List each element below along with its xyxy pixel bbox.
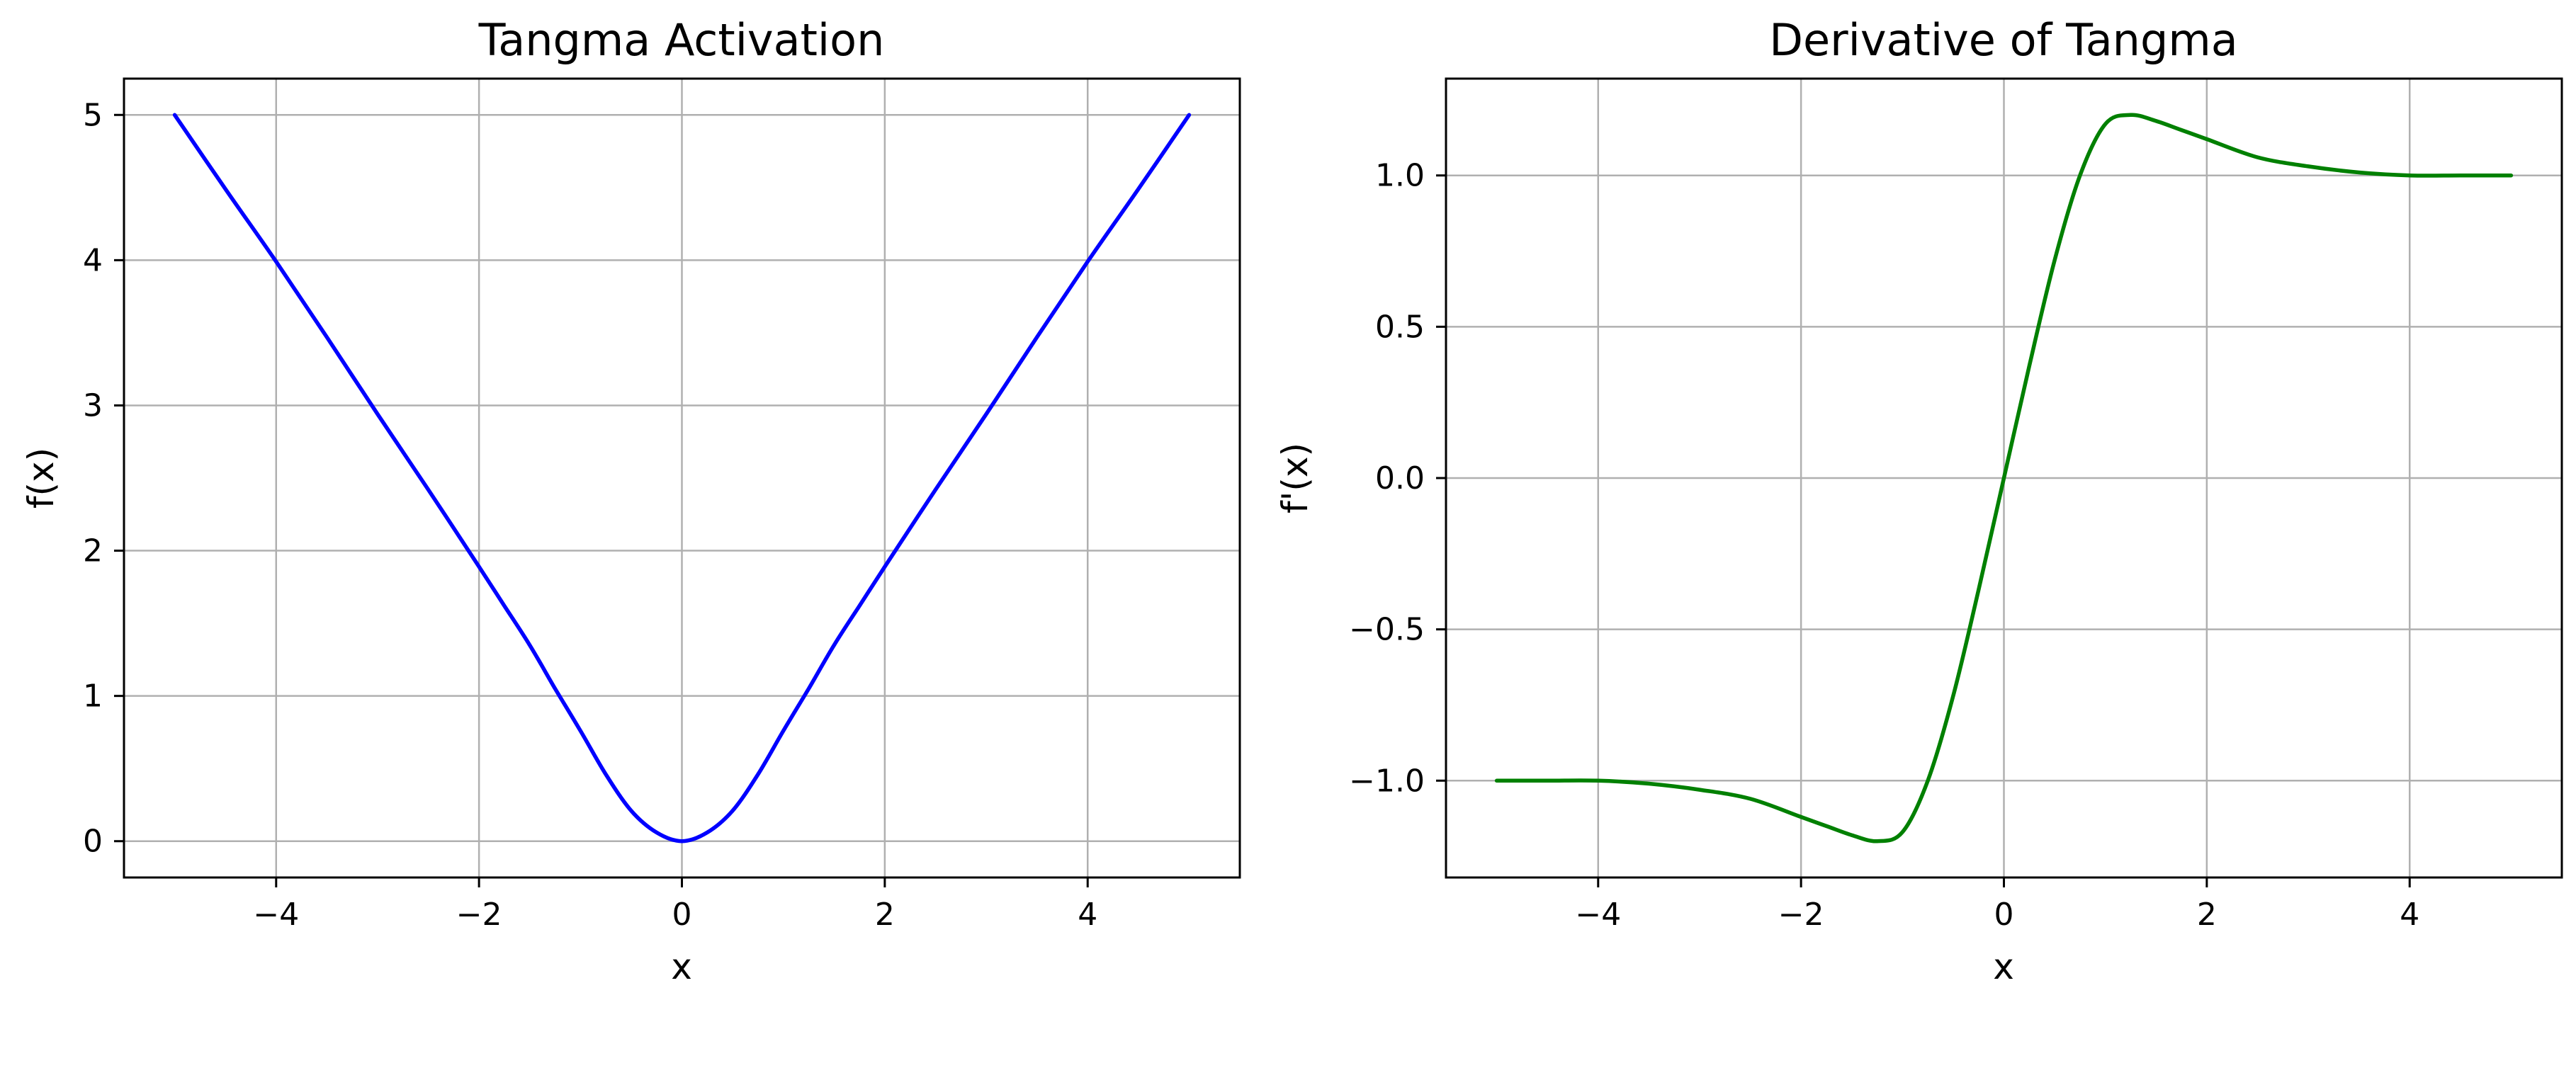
x-tick-label: 4 [1078,897,1097,933]
chart-panel-activation: Tangma Activation −4 −2 0 2 4 0 1 2 3 4 5 x f(x) [21,14,1241,987]
x-tick-label: 0 [672,897,692,933]
x-tick-label: 2 [2197,897,2217,933]
y-tick-label: −1.0 [1349,763,1425,799]
y-tick-label: 0.5 [1375,309,1425,345]
y-tick-label: 0 [83,824,103,860]
y-tick-label: 1.0 [1375,158,1425,194]
chart-panel-derivative: Derivative of Tangma −4 −2 0 2 4 −1.0 −0.5 0.0 0… [1275,14,2563,987]
x-tick-label: 4 [2400,897,2419,933]
x-axis-label: x [671,946,692,987]
x-tick-label: 2 [875,897,895,933]
y-tick-label: 4 [83,242,103,278]
x-tick-label: −2 [456,897,502,933]
x-tick-label: −2 [1778,897,1824,933]
y-axis-label: f'(x) [1275,443,1316,513]
y-tick-label: 3 [83,387,103,424]
x-tick-label: −4 [253,897,299,933]
y-tick-label: 0.0 [1375,460,1425,496]
y-tick-label: 1 [83,678,103,715]
chart-title: Tangma Activation [478,14,885,66]
y-tick-label: −0.5 [1349,612,1425,648]
x-tick-label: −4 [1575,897,1621,933]
x-axis-label: x [1993,946,2014,987]
series-line [172,113,1192,843]
y-axis-label: f(x) [21,448,62,509]
chart-title: Derivative of Tangma [1769,14,2237,66]
x-tick-label: 0 [1994,897,2014,933]
y-tick-label: 2 [83,533,103,569]
y-tick-label: 5 [83,97,103,133]
series-line [1494,113,2514,843]
